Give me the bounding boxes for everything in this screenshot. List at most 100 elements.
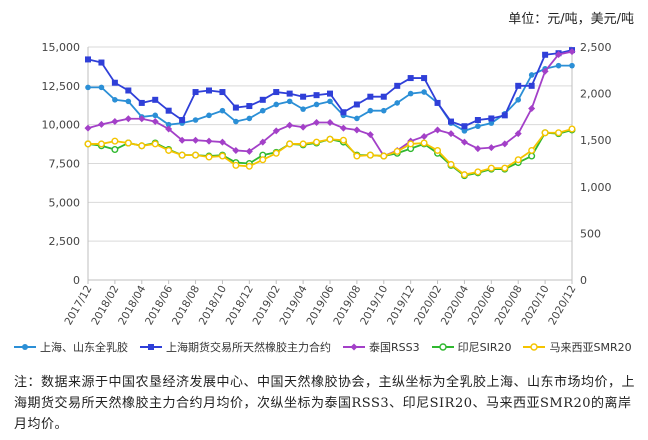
data-point — [407, 90, 414, 97]
data-point — [528, 146, 536, 154]
data-point — [487, 164, 495, 172]
data-point — [111, 146, 119, 154]
data-point — [380, 152, 388, 160]
legend-label: 马来西亚SMR20 — [549, 341, 632, 354]
data-point — [339, 124, 347, 132]
data-point — [541, 67, 549, 75]
data-point — [300, 93, 307, 100]
y-left-tick-label: 15,000 — [42, 41, 81, 54]
data-point — [501, 164, 509, 172]
line-chart: 0 2,500 5,000 7,500 10,000 12,500 15,000 0 500 1,… — [42, 41, 612, 327]
data-point — [394, 82, 401, 89]
data-point — [515, 82, 522, 89]
data-point — [232, 146, 240, 154]
data-point — [474, 145, 482, 153]
data-point — [327, 98, 333, 105]
data-point — [515, 97, 522, 103]
data-point — [474, 117, 481, 124]
data-point — [434, 146, 442, 154]
legend-item: 印尼SIR20 — [431, 339, 512, 355]
unit-label: 单位：元/吨，美元/吨 — [508, 12, 634, 27]
data-point — [219, 107, 226, 114]
data-point — [273, 89, 280, 96]
data-point — [232, 161, 240, 169]
data-point — [555, 62, 562, 69]
y-left-tick-label: 0 — [73, 274, 80, 287]
data-point — [111, 118, 119, 126]
data-point — [259, 107, 266, 114]
data-point — [206, 87, 212, 94]
data-point — [85, 56, 91, 63]
legend-item: 上海、山东全乳胶 — [14, 339, 128, 355]
data-point — [152, 96, 159, 103]
data-point — [407, 75, 414, 82]
data-point — [434, 99, 441, 106]
legend-swatch — [343, 343, 365, 351]
y-right-tick-label: 1,000 — [580, 181, 612, 194]
data-point — [501, 112, 508, 119]
data-point — [541, 129, 549, 137]
data-point — [555, 129, 563, 137]
data-point — [286, 140, 294, 148]
data-point — [84, 124, 92, 132]
data-point — [487, 144, 495, 152]
data-point — [98, 84, 105, 91]
data-point — [421, 75, 428, 82]
data-point — [165, 107, 172, 114]
legend-swatch — [431, 343, 454, 351]
legend-label: 上海、山东全乳胶 — [40, 341, 128, 354]
data-point — [461, 128, 468, 134]
data-point — [299, 140, 307, 148]
y-right-tick-label: 0 — [580, 274, 587, 287]
data-point — [151, 118, 159, 126]
data-point — [326, 135, 334, 143]
data-point — [366, 151, 374, 159]
data-point — [206, 112, 212, 119]
data-point — [125, 87, 132, 94]
data-point — [138, 142, 146, 150]
data-point — [246, 103, 253, 110]
data-point — [85, 84, 91, 91]
data-point — [125, 98, 132, 105]
series-lines — [84, 47, 576, 180]
data-point — [232, 104, 239, 111]
data-point — [528, 82, 535, 89]
y-left-tick-label: 10,000 — [42, 119, 81, 132]
data-point — [460, 138, 468, 146]
data-point — [192, 136, 200, 144]
data-point — [192, 117, 199, 123]
data-point — [555, 50, 563, 58]
y-left-tick-label: 12,500 — [42, 80, 81, 93]
data-point — [393, 147, 401, 155]
data-point — [97, 140, 105, 148]
data-point — [326, 118, 334, 126]
data-point — [124, 115, 132, 123]
data-point — [233, 118, 239, 125]
data-point — [339, 136, 347, 144]
data-point — [205, 153, 213, 161]
data-point — [327, 90, 333, 97]
data-point — [528, 72, 535, 78]
data-point — [448, 118, 454, 125]
data-point — [514, 156, 522, 164]
data-point — [528, 152, 536, 160]
data-point — [246, 115, 253, 122]
legend-label: 印尼SIR20 — [457, 341, 512, 354]
data-point — [354, 115, 360, 122]
data-point — [380, 93, 387, 100]
data-point — [299, 123, 307, 131]
data-point — [501, 140, 509, 148]
data-point — [138, 115, 146, 123]
data-point — [165, 125, 173, 133]
data-point — [259, 138, 267, 146]
data-point — [460, 171, 468, 179]
data-point — [286, 121, 294, 129]
data-point — [84, 140, 92, 148]
data-point — [192, 89, 199, 96]
y-left-tick-label: 2,500 — [49, 235, 81, 248]
data-point — [474, 168, 482, 176]
y-left-tick-label: 5,000 — [49, 196, 81, 209]
data-point — [420, 139, 428, 147]
y-right-tick-label: 2,500 — [580, 41, 612, 54]
data-point — [353, 126, 361, 134]
